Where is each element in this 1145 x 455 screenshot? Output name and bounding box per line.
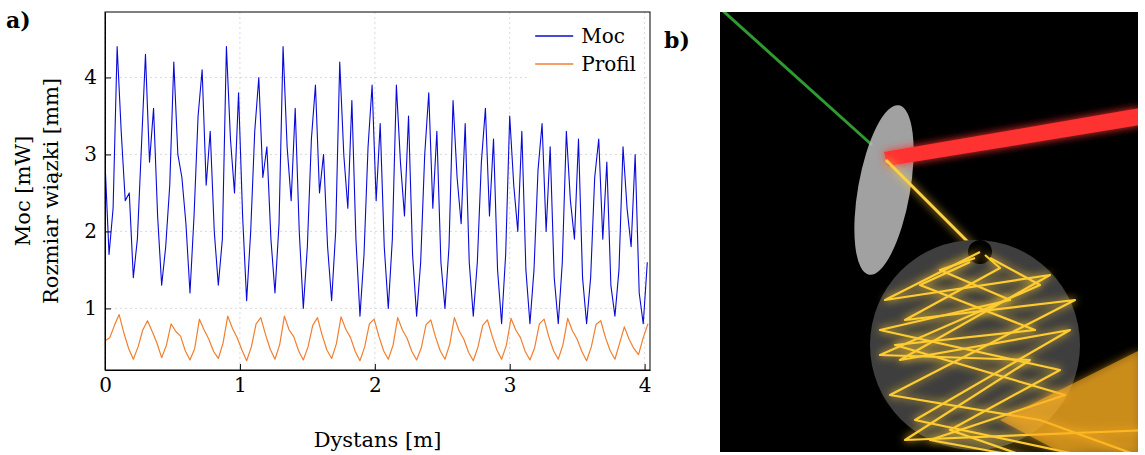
- legend-item: Moc: [535, 24, 625, 48]
- plot-area: [105, 47, 648, 361]
- y-axis-title: Moc [mW]: [11, 136, 35, 246]
- grid-line: [374, 12, 375, 370]
- grid-line: [509, 12, 510, 370]
- legend: Moc Profil: [527, 18, 644, 82]
- tick-label: 3: [504, 373, 517, 397]
- tick-mark: [240, 364, 241, 370]
- series-line: [105, 47, 647, 324]
- red-beam: [884, 108, 1138, 166]
- light-ray: [885, 252, 1138, 452]
- light-ray: [880, 258, 1138, 452]
- legend-box: [527, 18, 644, 82]
- green-beam: [722, 12, 872, 145]
- tick-mark: [105, 154, 111, 155]
- tick-label: 0: [99, 373, 112, 397]
- tick: 4: [84, 65, 111, 89]
- panel-label: b): [664, 27, 690, 53]
- plot-frame: [105, 12, 650, 370]
- tick-mark: [105, 308, 111, 309]
- tick-label: 3: [84, 142, 97, 166]
- legend-swatch: [535, 63, 573, 65]
- tick-label: 2: [84, 219, 97, 243]
- x-axis-title: Dystans [m]: [314, 428, 442, 452]
- grid-line: [105, 308, 650, 309]
- panel-label: a): [6, 7, 31, 33]
- axis-line: [106, 370, 651, 371]
- tick-mark: [105, 77, 111, 78]
- legend-label: Moc: [581, 24, 625, 48]
- tick: 1: [84, 296, 111, 320]
- y-axis: 1 2 3 4: [84, 13, 111, 371]
- tick: 3: [84, 142, 111, 166]
- tick: 2: [369, 364, 382, 397]
- legend-item: Profil: [535, 52, 636, 76]
- beam-splitter: [843, 101, 924, 279]
- grid-line: [239, 12, 240, 370]
- tick-label: 4: [84, 65, 97, 89]
- tick-mark: [105, 231, 111, 232]
- tick: 2: [84, 219, 111, 243]
- tick-mark: [510, 364, 511, 370]
- x-axis: 0 1 2 3 4: [99, 364, 651, 397]
- tick-label: 1: [84, 296, 97, 320]
- tick-label: 1: [234, 373, 247, 397]
- tick: 3: [504, 364, 517, 397]
- figure: 0 1 2 3 4 1 2 3 4 Dystans [m] Moc [mW]Rozmiar wiąz…: [0, 0, 1145, 455]
- tick-label: 4: [639, 373, 652, 397]
- yellow-beam: [886, 160, 978, 252]
- tick-label: 2: [369, 373, 382, 397]
- tick: 1: [234, 364, 247, 397]
- grid: [105, 12, 650, 370]
- tick-mark: [645, 364, 646, 370]
- ray-bundle: [1000, 350, 1138, 452]
- axis-line: [105, 13, 106, 371]
- y-axis-title: Rozmiar wiązki [mm]: [39, 78, 63, 304]
- tick: 4: [639, 364, 652, 397]
- tick-mark: [375, 364, 376, 370]
- series-line: [105, 315, 648, 361]
- legend-label: Profil: [581, 52, 636, 76]
- scene: [720, 12, 1138, 452]
- legend-swatch: [535, 35, 573, 37]
